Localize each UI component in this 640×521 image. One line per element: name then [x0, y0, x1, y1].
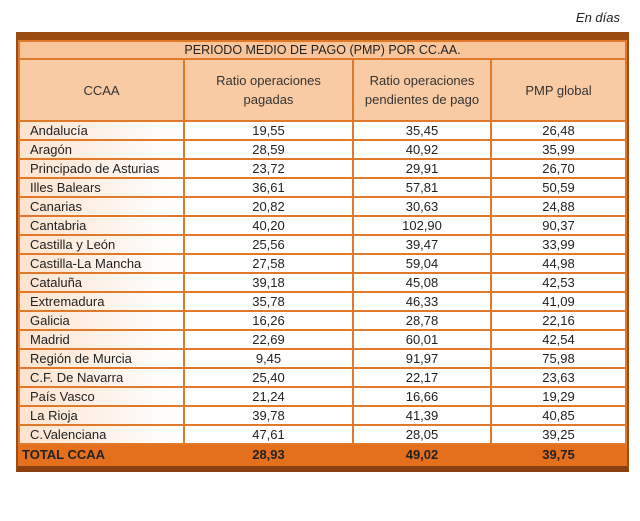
col-header-pending: Ratio operaciones pendientes de pago: [352, 58, 492, 122]
region-name: Región de Murcia: [18, 348, 185, 369]
ratio-pending: 29,91: [352, 158, 492, 179]
region-name: Madrid: [18, 329, 185, 350]
total-ratio-paid: 28,93: [183, 443, 354, 466]
ratio-paid: 25,56: [183, 234, 354, 255]
pmp-global: 33,99: [490, 234, 627, 255]
pmp-global: 42,54: [490, 329, 627, 350]
table-row: Cantabria 40,20 102,90 90,37: [18, 215, 627, 236]
ratio-paid: 28,59: [183, 139, 354, 160]
table-row: Canarias 20,82 30,63 24,88: [18, 196, 627, 217]
region-name: Cataluña: [18, 272, 185, 293]
ratio-pending: 102,90: [352, 215, 492, 236]
table-row: Castilla y León 25,56 39,47 33,99: [18, 234, 627, 255]
total-row: TOTAL CCAA 28,93 49,02 39,75: [18, 443, 627, 466]
table-title: PERIODO MEDIO DE PAGO (PMP) POR CC.AA.: [18, 40, 627, 60]
pmp-global: 26,70: [490, 158, 627, 179]
region-name: La Rioja: [18, 405, 185, 426]
region-name: Illes Balears: [18, 177, 185, 198]
ratio-pending: 46,33: [352, 291, 492, 312]
pmp-table: PERIODO MEDIO DE PAGO (PMP) POR CC.AA. C…: [18, 40, 627, 466]
ratio-pending: 28,05: [352, 424, 492, 445]
pmp-table-frame: PERIODO MEDIO DE PAGO (PMP) POR CC.AA. C…: [16, 32, 629, 472]
ratio-pending: 60,01: [352, 329, 492, 350]
ratio-pending: 45,08: [352, 272, 492, 293]
pmp-global: 26,48: [490, 120, 627, 141]
pmp-global: 22,16: [490, 310, 627, 331]
table-row: Extremadura 35,78 46,33 41,09: [18, 291, 627, 312]
pmp-global: 42,53: [490, 272, 627, 293]
pmp-global: 44,98: [490, 253, 627, 274]
ratio-paid: 36,61: [183, 177, 354, 198]
table-row: Aragón 28,59 40,92 35,99: [18, 139, 627, 160]
ratio-pending: 30,63: [352, 196, 492, 217]
ratio-paid: 27,58: [183, 253, 354, 274]
region-name: País Vasco: [18, 386, 185, 407]
ratio-paid: 40,20: [183, 215, 354, 236]
region-name: C.F. De Navarra: [18, 367, 185, 388]
pmp-global: 35,99: [490, 139, 627, 160]
region-name: Castilla y León: [18, 234, 185, 255]
table-row: C.Valenciana 47,61 28,05 39,25: [18, 424, 627, 445]
ratio-pending: 59,04: [352, 253, 492, 274]
table-row: Principado de Asturias 23,72 29,91 26,70: [18, 158, 627, 179]
table-row: Cataluña 39,18 45,08 42,53: [18, 272, 627, 293]
table-row: Región de Murcia 9,45 91,97 75,98: [18, 348, 627, 369]
ratio-paid: 39,18: [183, 272, 354, 293]
region-name: Extremadura: [18, 291, 185, 312]
pmp-global: 39,25: [490, 424, 627, 445]
ratio-paid: 35,78: [183, 291, 354, 312]
table-row: País Vasco 21,24 16,66 19,29: [18, 386, 627, 407]
ratio-pending: 40,92: [352, 139, 492, 160]
pmp-global: 24,88: [490, 196, 627, 217]
region-name: Galicia: [18, 310, 185, 331]
total-ratio-pending: 49,02: [352, 443, 492, 466]
ratio-paid: 20,82: [183, 196, 354, 217]
ratio-pending: 28,78: [352, 310, 492, 331]
ratio-paid: 16,26: [183, 310, 354, 331]
pmp-global: 19,29: [490, 386, 627, 407]
col-header-ccaa: CCAA: [18, 58, 185, 122]
ratio-paid: 19,55: [183, 120, 354, 141]
region-name: Aragón: [18, 139, 185, 160]
ratio-paid: 21,24: [183, 386, 354, 407]
region-name: Canarias: [18, 196, 185, 217]
region-name: Castilla-La Mancha: [18, 253, 185, 274]
ratio-pending: 35,45: [352, 120, 492, 141]
table-row: Galicia 16,26 28,78 22,16: [18, 310, 627, 331]
ratio-pending: 22,17: [352, 367, 492, 388]
col-header-pmp: PMP global: [490, 58, 627, 122]
region-name: Principado de Asturias: [18, 158, 185, 179]
unit-note: En días: [575, 10, 620, 25]
pmp-global: 75,98: [490, 348, 627, 369]
region-name: C.Valenciana: [18, 424, 185, 445]
ratio-paid: 25,40: [183, 367, 354, 388]
total-pmp-global: 39,75: [490, 443, 627, 466]
table-row: Illes Balears 36,61 57,81 50,59: [18, 177, 627, 198]
pmp-global: 50,59: [490, 177, 627, 198]
ratio-pending: 91,97: [352, 348, 492, 369]
region-name: Andalucía: [18, 120, 185, 141]
col-header-paid: Ratio operaciones pagadas: [183, 58, 354, 122]
ratio-pending: 16,66: [352, 386, 492, 407]
ratio-pending: 39,47: [352, 234, 492, 255]
ratio-pending: 57,81: [352, 177, 492, 198]
table-row: C.F. De Navarra 25,40 22,17 23,63: [18, 367, 627, 388]
pmp-global: 90,37: [490, 215, 627, 236]
col-header-paid-text: Ratio operaciones pagadas: [216, 73, 321, 107]
ratio-paid: 23,72: [183, 158, 354, 179]
pmp-global: 40,85: [490, 405, 627, 426]
total-region-name: TOTAL CCAA: [18, 443, 185, 466]
ratio-paid: 9,45: [183, 348, 354, 369]
pmp-global: 23,63: [490, 367, 627, 388]
ratio-paid: 39,78: [183, 405, 354, 426]
table-row: Castilla-La Mancha 27,58 59,04 44,98: [18, 253, 627, 274]
table-row: La Rioja 39,78 41,39 40,85: [18, 405, 627, 426]
table-row: Andalucía 19,55 35,45 26,48: [18, 120, 627, 141]
region-name: Cantabria: [18, 215, 185, 236]
ratio-pending: 41,39: [352, 405, 492, 426]
ratio-paid: 22,69: [183, 329, 354, 350]
table-row: Madrid 22,69 60,01 42,54: [18, 329, 627, 350]
pmp-global: 41,09: [490, 291, 627, 312]
ratio-paid: 47,61: [183, 424, 354, 445]
